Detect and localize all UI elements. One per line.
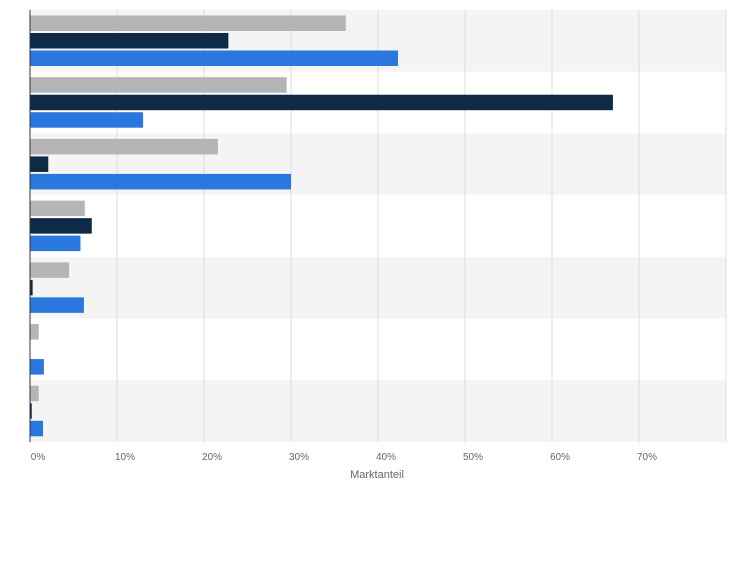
- bar: [30, 33, 229, 49]
- bar: [30, 218, 92, 234]
- bar: [30, 77, 287, 93]
- bar: [30, 403, 32, 419]
- bar: [30, 297, 84, 313]
- bar: [30, 94, 613, 111]
- bar: [30, 385, 39, 402]
- bar: [30, 262, 70, 278]
- bar: [30, 112, 144, 128]
- bar: [30, 138, 218, 155]
- x-tick-label: 40%: [376, 452, 396, 463]
- bar: [30, 173, 291, 190]
- x-tick-label: 60%: [550, 452, 570, 463]
- bar: [30, 420, 44, 437]
- bars: [30, 15, 613, 437]
- grid-lines: [116, 10, 727, 442]
- bar: [30, 15, 346, 31]
- x-tick-label: 20%: [202, 452, 222, 463]
- x-tick-label: 10%: [115, 452, 135, 463]
- bar: [30, 156, 49, 172]
- x-tick-label: 30%: [289, 452, 309, 463]
- bar: [30, 200, 85, 217]
- bar: [30, 279, 33, 296]
- x-tick-labels: 0% 10% 20% 30% 40% 50% 60% 70%: [31, 452, 657, 463]
- bar: [30, 50, 399, 66]
- x-tick-label: 0%: [31, 452, 46, 463]
- x-tick-label: 50%: [463, 452, 483, 463]
- bar: [30, 324, 39, 340]
- x-axis-label: Marktanteil: [350, 469, 404, 481]
- bar: [30, 359, 44, 375]
- bar: [30, 235, 81, 252]
- x-tick-label: 70%: [637, 452, 657, 463]
